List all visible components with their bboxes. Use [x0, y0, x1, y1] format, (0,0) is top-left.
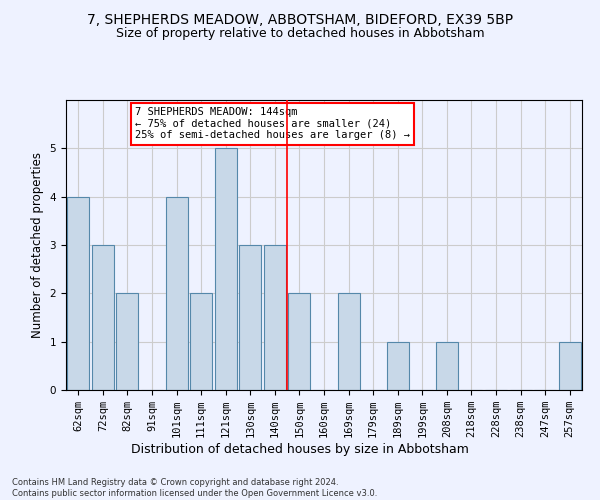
Text: Distribution of detached houses by size in Abbotsham: Distribution of detached houses by size …	[131, 442, 469, 456]
Bar	[92, 245, 114, 390]
Text: 7 SHEPHERDS MEADOW: 144sqm
← 75% of detached houses are smaller (24)
25% of semi: 7 SHEPHERDS MEADOW: 144sqm ← 75% of deta…	[135, 108, 410, 140]
Bar	[239, 245, 262, 390]
Bar	[166, 196, 188, 390]
Bar	[215, 148, 237, 390]
Bar	[190, 294, 212, 390]
Bar	[67, 196, 89, 390]
Bar	[559, 342, 581, 390]
Text: 7, SHEPHERDS MEADOW, ABBOTSHAM, BIDEFORD, EX39 5BP: 7, SHEPHERDS MEADOW, ABBOTSHAM, BIDEFORD…	[87, 12, 513, 26]
Bar	[264, 245, 286, 390]
Text: Contains HM Land Registry data © Crown copyright and database right 2024.
Contai: Contains HM Land Registry data © Crown c…	[12, 478, 377, 498]
Text: Size of property relative to detached houses in Abbotsham: Size of property relative to detached ho…	[116, 28, 484, 40]
Y-axis label: Number of detached properties: Number of detached properties	[31, 152, 44, 338]
Bar	[289, 294, 310, 390]
Bar	[386, 342, 409, 390]
Bar	[338, 294, 359, 390]
Bar	[436, 342, 458, 390]
Bar	[116, 294, 139, 390]
